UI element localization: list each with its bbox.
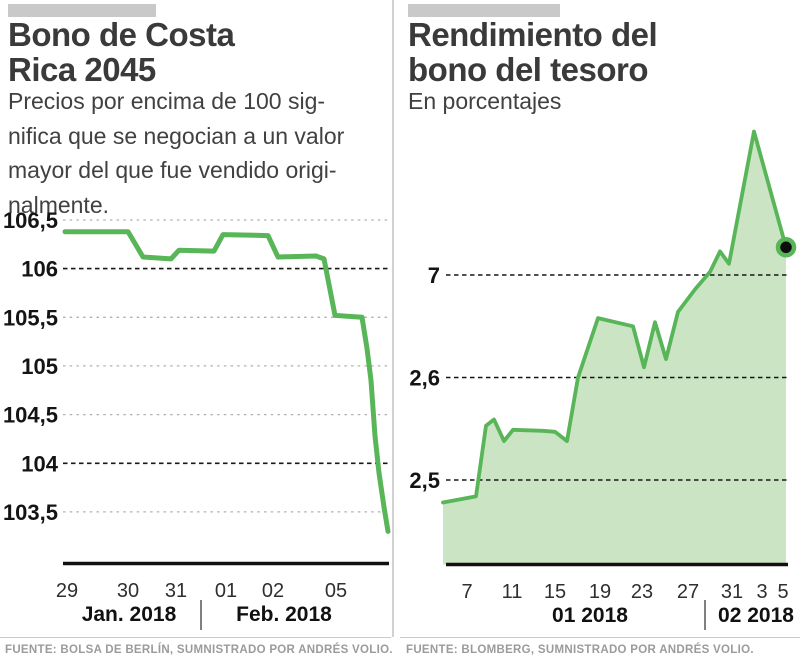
x-tick-label: 31 — [165, 580, 187, 602]
panel-divider — [392, 0, 394, 637]
y-axis-label: 106,5 — [3, 208, 58, 233]
chart-subtitle: En porcentajes — [408, 88, 562, 114]
x-tick-label: 3 — [756, 581, 767, 603]
y-axis-label: 103,5 — [3, 500, 58, 525]
month-label: Jan. 2018 — [82, 603, 177, 626]
accent-bar — [8, 4, 156, 17]
chart-title: Rendimiento del bono del tesoro — [408, 16, 658, 88]
y-axis-label: 2,6 — [409, 366, 440, 391]
y-axis-label: 106 — [21, 257, 58, 282]
y-axis-label: 2,5 — [409, 468, 440, 493]
x-tick-label: 19 — [589, 581, 611, 603]
x-tick-label: 11 — [502, 581, 523, 603]
panel-bond-price: Bono de Costa Rica 2045 Precios por enci… — [0, 0, 393, 667]
footer-rule — [400, 637, 800, 638]
x-tick-label: 05 — [325, 580, 347, 602]
x-tick-label: 5 — [777, 581, 788, 603]
panel-treasury-yield: Rendimiento del bono del tesoro En porce… — [400, 0, 800, 667]
source-note: FUENTE: BOLSA DE BERLÍN, SUMNISTRADO POR… — [5, 644, 393, 656]
y-axis-label: 104 — [21, 451, 58, 476]
accent-bar — [408, 4, 560, 17]
y-axis-label: 105,5 — [3, 305, 58, 330]
x-tick-label: 31 — [721, 581, 743, 603]
x-tick-label: 30 — [117, 580, 139, 602]
x-tick-label: 29 — [56, 580, 78, 602]
y-axis-label: 104,5 — [3, 403, 58, 428]
x-tick-label: 02 — [262, 580, 284, 602]
yield-line — [441, 129, 788, 505]
x-tick-label: 15 — [544, 581, 566, 603]
footer-rule — [0, 637, 391, 638]
yield-area — [443, 131, 786, 565]
x-tick-label: 27 — [677, 581, 699, 603]
y-axis-label: 105 — [21, 354, 58, 379]
x-tick-label: 23 — [631, 581, 653, 603]
x-tick-label: 7 — [461, 581, 472, 603]
x-tick-label: 01 — [215, 580, 237, 602]
chart-subtitle: Precios por encima de 100 sig- nifica qu… — [8, 88, 345, 218]
month-label: Feb. 2018 — [236, 603, 332, 626]
chart-title: Bono de Costa Rica 2045 — [8, 16, 235, 88]
end-point-marker — [775, 237, 797, 258]
price-line — [62, 229, 391, 534]
month-label: 01 2018 — [552, 604, 628, 627]
source-note: FUENTE: BLOMBERG, SUMNISTRADO POR ANDRÉS… — [406, 644, 754, 656]
y-axis-label: 7 — [428, 263, 440, 288]
month-label: 02 2018 — [718, 604, 794, 627]
